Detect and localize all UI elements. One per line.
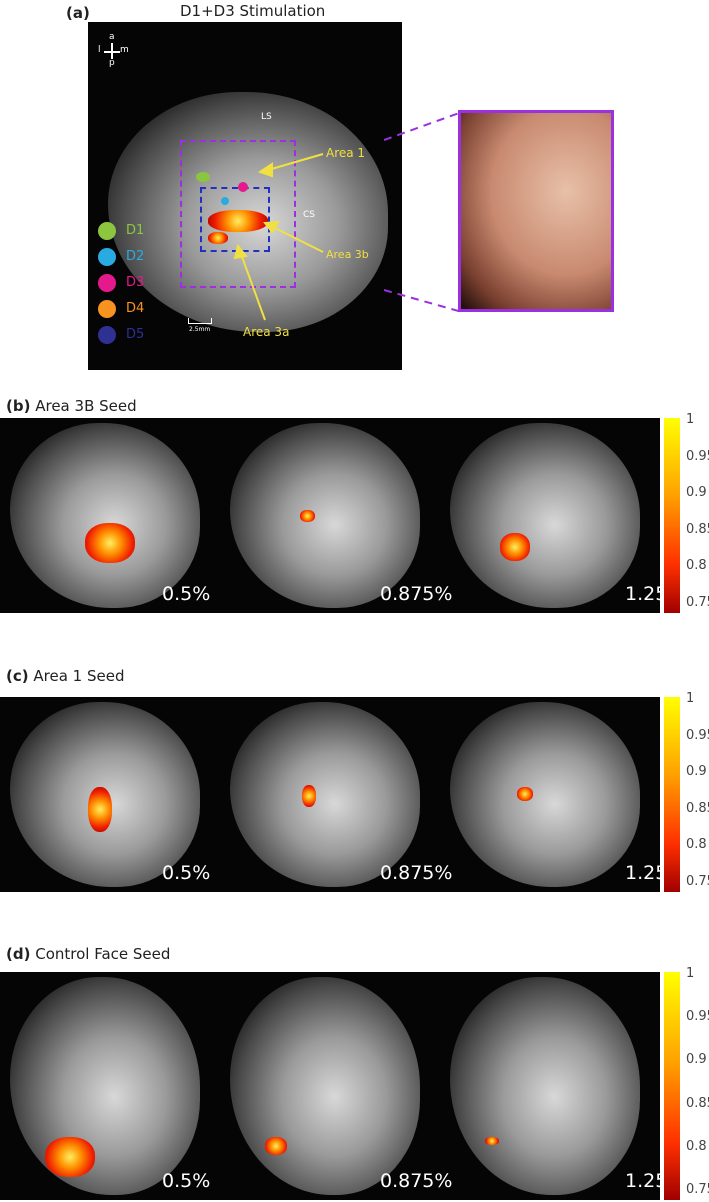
panel-label: (c) Area 1 Seed bbox=[6, 667, 125, 685]
threshold-label: 1.25% bbox=[625, 1170, 660, 1192]
roi-box bbox=[180, 140, 296, 288]
colorbar-tick: 0.75 bbox=[686, 874, 709, 889]
colorbar-tick: 0.8 bbox=[686, 558, 707, 574]
threshold-label: 1.25% bbox=[625, 583, 660, 605]
scale-bar-label: 2.5mm bbox=[189, 326, 211, 333]
threshold-label: 0.5% bbox=[162, 583, 211, 605]
correlation-blob bbox=[517, 787, 533, 801]
cortex-image bbox=[450, 423, 640, 608]
panel-a-image: a l m p 5 4 3 LS CS Area 1 Area 3b Area … bbox=[88, 22, 402, 370]
correlation-blob bbox=[265, 1137, 287, 1155]
colorbar-tick: 1 bbox=[686, 412, 695, 427]
colorbar-tick: 0.85 bbox=[686, 1095, 709, 1111]
area1-label: Area 1 bbox=[326, 146, 366, 160]
panel-a-title: D1+D3 Stimulation bbox=[180, 2, 326, 20]
colorbar-tick: 0.8 bbox=[686, 837, 707, 853]
cortex-image bbox=[450, 977, 640, 1195]
colorbar-tick: 0.9 bbox=[686, 1052, 707, 1068]
cortex-image bbox=[450, 702, 640, 887]
seed-panel-image: 0.5% 0.875% 1.25% bbox=[0, 418, 660, 613]
colorbar-tick: 0.85 bbox=[686, 521, 709, 537]
colorbar-gradient bbox=[664, 418, 680, 613]
orientation-icon: a l m p bbox=[98, 32, 129, 68]
area3a-label: Area 3a bbox=[243, 325, 290, 339]
cortex-image bbox=[230, 702, 420, 887]
colorbar-tick: 0.95 bbox=[686, 727, 709, 743]
seed-panel-image: 0.5% 0.875% 1.25% bbox=[0, 697, 660, 892]
threshold-label: 1.25% bbox=[625, 862, 660, 884]
area3b-label: Area 3b bbox=[326, 248, 369, 261]
correlation-blob bbox=[302, 785, 316, 807]
colorbar-tick: 0.8 bbox=[686, 1138, 707, 1154]
correlation-blob bbox=[500, 533, 530, 561]
correlation-blob bbox=[88, 787, 112, 832]
correlation-blob bbox=[300, 510, 315, 522]
colorbar-tick: 0.9 bbox=[686, 764, 707, 780]
scale-bar bbox=[188, 318, 212, 324]
panel-label: (b) Area 3B Seed bbox=[6, 397, 137, 415]
cortex-photo bbox=[458, 110, 614, 312]
cortex-image bbox=[10, 977, 200, 1195]
zoom-lines bbox=[384, 111, 463, 313]
panel-label: (d) Control Face Seed bbox=[6, 945, 171, 963]
cs-label: CS bbox=[303, 210, 315, 220]
cortex-image bbox=[230, 977, 420, 1195]
threshold-label: 0.875% bbox=[380, 583, 453, 605]
ls-label: LS bbox=[261, 112, 272, 122]
area-arrows bbox=[233, 153, 324, 321]
correlation-blob bbox=[45, 1137, 95, 1177]
cortex-image bbox=[230, 423, 420, 608]
threshold-label: 0.875% bbox=[380, 1170, 453, 1192]
panel-a-label: (a) bbox=[66, 4, 90, 22]
colorbar-gradient bbox=[664, 697, 680, 892]
colorbar-tick: 1 bbox=[686, 691, 695, 706]
colorbar-tick: 1 bbox=[686, 966, 695, 981]
colorbar-tick: 0.75 bbox=[686, 1182, 709, 1197]
colorbar-tick: 0.85 bbox=[686, 800, 709, 816]
colorbar-gradient bbox=[664, 972, 680, 1200]
correlation-blob bbox=[485, 1137, 499, 1145]
colorbar-tick: 0.95 bbox=[686, 1009, 709, 1025]
colorbar-tick: 0.95 bbox=[686, 448, 709, 464]
colorbar-tick: 0.75 bbox=[686, 595, 709, 610]
area-box bbox=[200, 187, 270, 252]
correlation-blob bbox=[85, 523, 135, 563]
threshold-label: 0.5% bbox=[162, 862, 211, 884]
threshold-label: 0.875% bbox=[380, 862, 453, 884]
threshold-label: 0.5% bbox=[162, 1170, 211, 1192]
seed-panel-image: 0.5% 0.875% 1.25% bbox=[0, 972, 660, 1200]
colorbar-tick: 0.9 bbox=[686, 485, 707, 501]
cortex-image bbox=[10, 423, 200, 608]
